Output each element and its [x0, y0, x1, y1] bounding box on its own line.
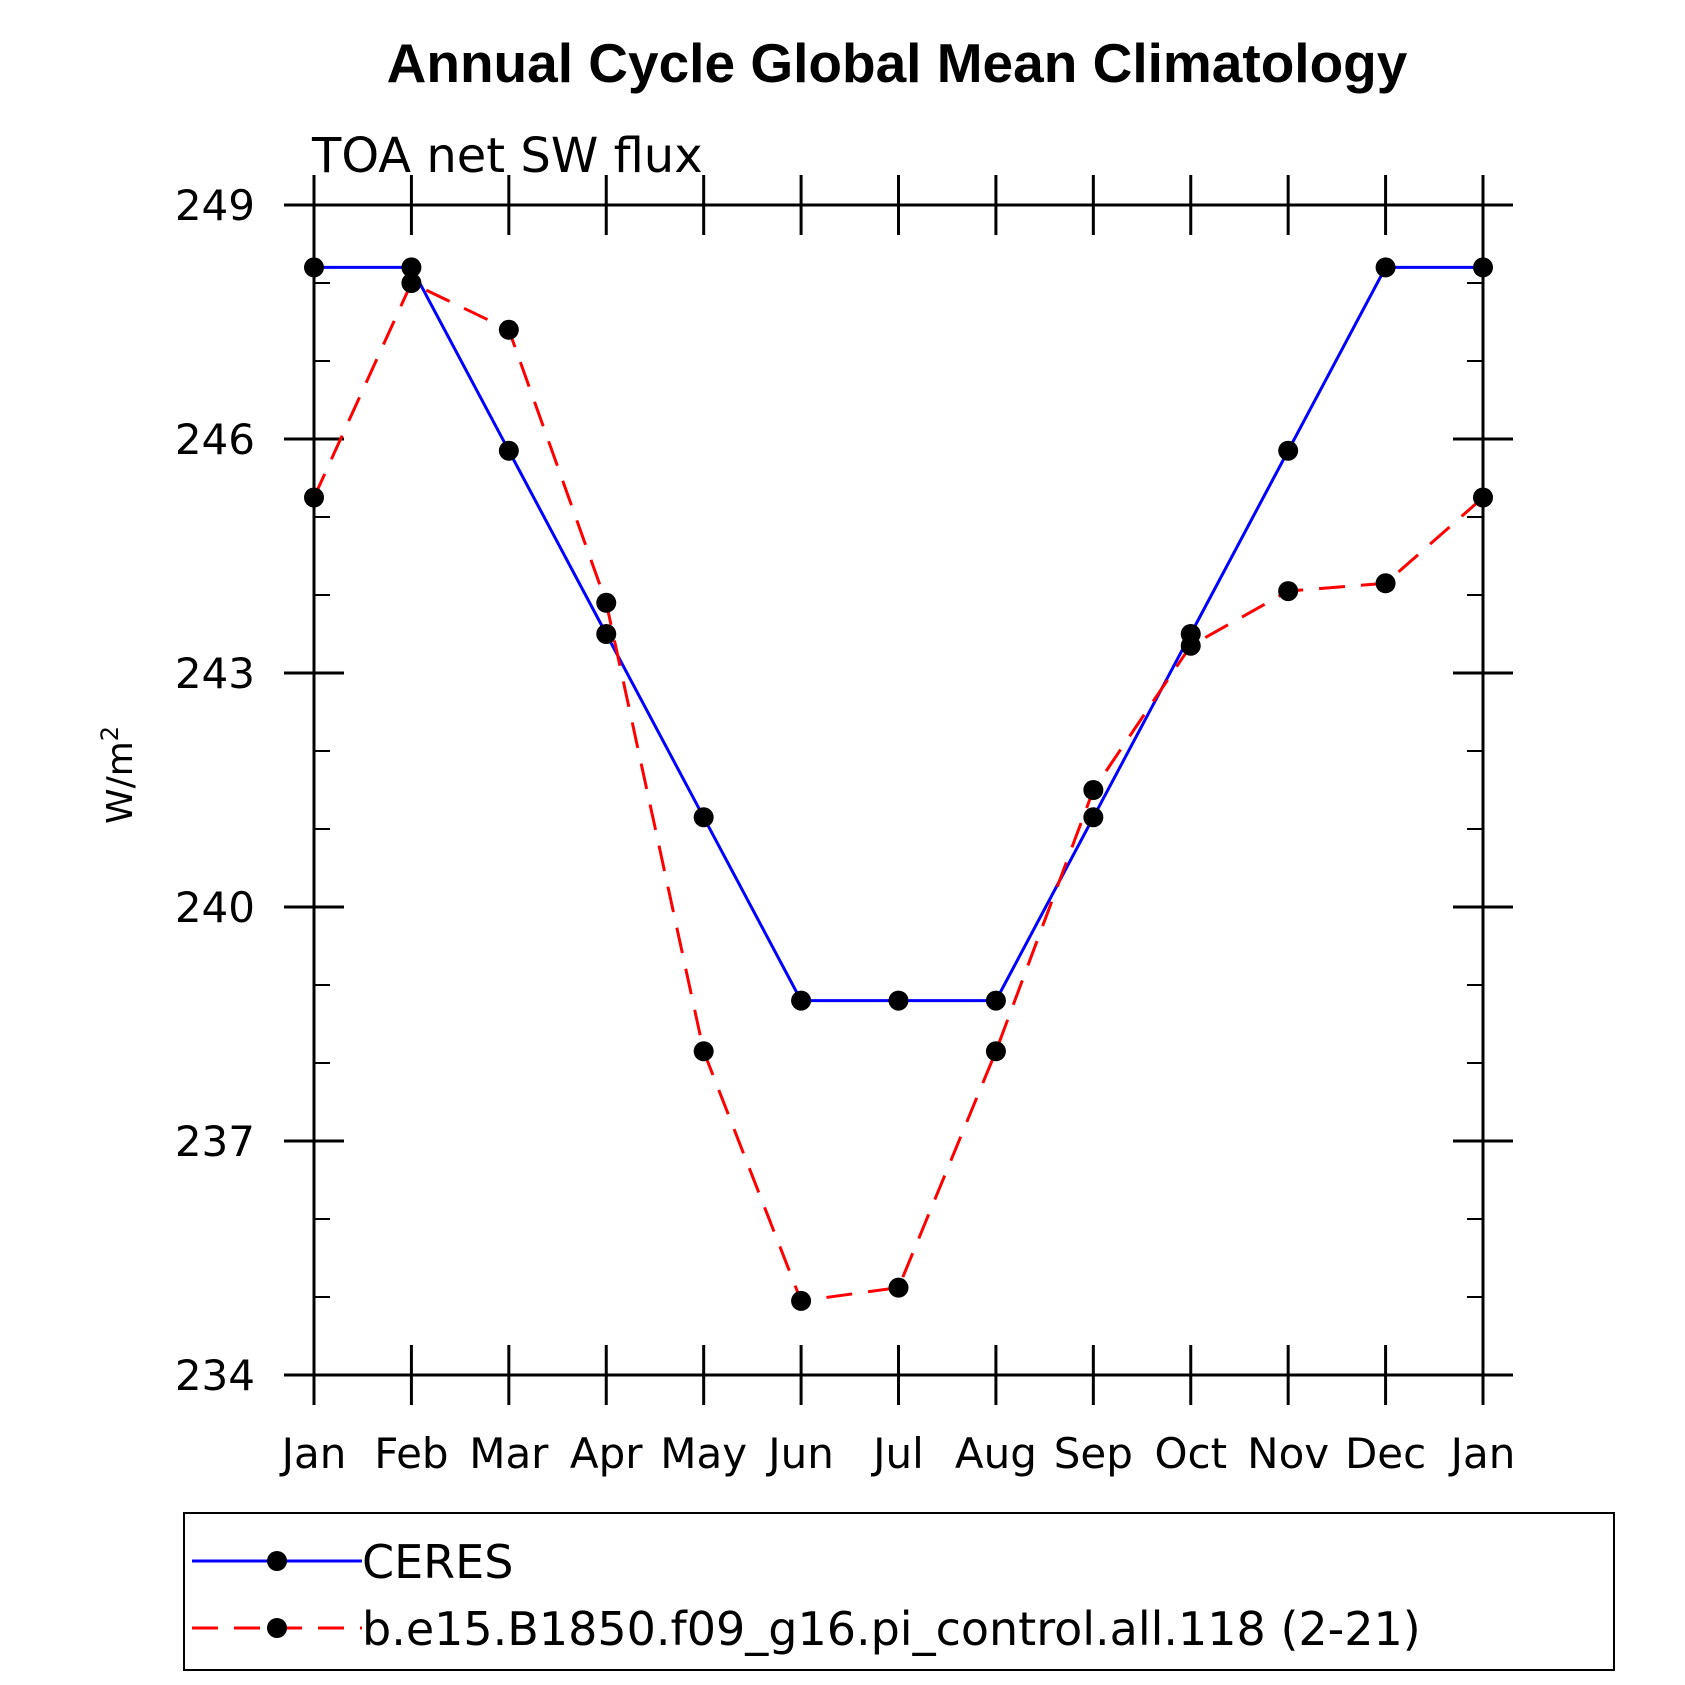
x-tick-label: Feb [374, 1429, 448, 1478]
chart-subtitle: TOA net SW flux [311, 128, 703, 184]
legend: CERES b.e15.B1850.f09_g16.pi_control.all.… [183, 1512, 1615, 1671]
series-2-point [1083, 780, 1104, 800]
y-tick-label: 237 [175, 1117, 255, 1166]
legend-box [183, 1512, 1615, 1671]
series-1-point [791, 990, 812, 1011]
legend-label-1: CERES [362, 1535, 513, 1589]
x-tick-label: Sep [1054, 1429, 1133, 1478]
series-1-point [888, 990, 909, 1011]
x-tick-label: Jan [279, 1429, 347, 1478]
series-1-point [1278, 440, 1299, 461]
x-tick-label: Aug [955, 1429, 1037, 1478]
series-2-point [693, 1041, 714, 1062]
series-2-point [304, 487, 324, 508]
series-1-point [304, 257, 324, 278]
legend-marker-2 [267, 1618, 287, 1638]
series-2-point [1473, 487, 1493, 508]
x-tick-label: May [660, 1429, 747, 1478]
series-2-point [1180, 635, 1201, 656]
x-tick-label: Oct [1154, 1429, 1227, 1478]
x-tick-label: Dec [1345, 1429, 1426, 1478]
series-2-point [498, 319, 519, 340]
series-1-point [401, 257, 422, 278]
plot-area: 234 237 240 243 246 249 Jan Feb Mar Apr May Jun Jul A… [175, 175, 1516, 1478]
series-1-point [693, 807, 714, 828]
series-2-point [596, 592, 617, 613]
y-tick-label: 249 [175, 181, 255, 230]
x-tick-label: Apr [570, 1429, 643, 1478]
series-line-2 [312, 280, 1484, 1303]
chart-title: Annual Cycle Global Mean Climatology [387, 32, 1408, 94]
x-tick-label: Mar [469, 1429, 549, 1478]
series-1-point [985, 990, 1006, 1011]
x-tick-label: Jan [1448, 1429, 1516, 1478]
plot-frame [312, 203, 1485, 1377]
y-axis-label-text: W/m [100, 741, 141, 824]
series-1-point [596, 624, 617, 644]
series-1-point [1375, 257, 1396, 278]
y-tick-label: 234 [175, 1351, 255, 1400]
y-tick-label: 243 [175, 649, 255, 698]
legend-marker-1 [267, 1551, 287, 1571]
x-tick-label: Jul [870, 1429, 924, 1478]
y-axis-label: W/m2 [96, 726, 141, 824]
y-tick-label: 246 [175, 415, 255, 464]
x-tick-label: Nov [1247, 1429, 1329, 1478]
y-tick-label: 240 [175, 883, 255, 932]
series-2-point [888, 1277, 909, 1298]
series-2-point [401, 273, 422, 293]
series-2-point [791, 1290, 812, 1311]
series-2-point [1375, 573, 1396, 594]
series-1-point [498, 440, 519, 461]
series-2-point [985, 1041, 1006, 1062]
x-tick-label: Jun [765, 1429, 834, 1478]
y-axis-label-superscript: 2 [96, 726, 124, 741]
series-1-point [1473, 257, 1493, 278]
legend-label-2: b.e15.B1850.f09_g16.pi_control.all.118 (… [362, 1602, 1421, 1656]
series-line-1 [314, 265, 1483, 1003]
series-2-point [1278, 581, 1299, 602]
series-1-point [1083, 807, 1104, 828]
svg-text:W/m2: W/m2 [96, 726, 141, 824]
